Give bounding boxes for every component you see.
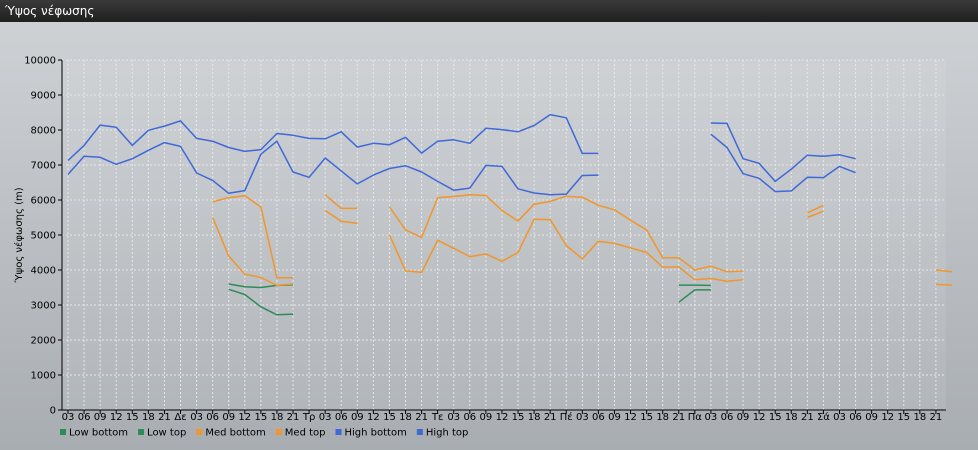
x-tick-label: 12 [624, 412, 637, 423]
y-tick-label: 6000 [31, 196, 56, 207]
x-tick-label: 09 [94, 412, 107, 423]
x-tick-label: 15 [383, 412, 396, 423]
legend-item: Med bottom [205, 428, 265, 439]
legend-marker [335, 429, 342, 435]
x-tick-label: 12 [753, 412, 766, 423]
y-tick-label: 0 [50, 406, 56, 417]
series-line-low-bottom [678, 289, 711, 303]
x-tick-label: 21 [415, 412, 428, 423]
x-tick-label: 09 [480, 412, 493, 423]
series-line-high-bottom [710, 133, 856, 193]
x-tick-label: 15 [640, 412, 653, 423]
y-tick-label: 8000 [31, 126, 56, 137]
x-tick-label: 15 [897, 412, 910, 423]
y-tick-label: 9000 [31, 91, 56, 102]
x-tick-label: 21 [287, 412, 300, 423]
x-tick-label: 03 [62, 412, 75, 423]
series-line-med-bottom [935, 283, 953, 286]
x-tick-label: 12 [238, 412, 251, 423]
x-tick-label: 18 [399, 412, 412, 423]
legend-item: Low bottom [69, 428, 128, 439]
series-line-med-top [212, 195, 293, 279]
x-tick-label: 09 [608, 412, 621, 423]
series-line-med-bottom [388, 218, 744, 282]
x-tick-label: 18 [656, 412, 669, 423]
x-tick-label: 06 [463, 412, 476, 423]
x-tick-label: 18 [785, 412, 798, 423]
legend-marker [416, 429, 423, 435]
x-tick-label: 09 [351, 412, 364, 423]
x-tick-label: 03 [833, 412, 846, 423]
legend-marker [138, 429, 145, 435]
window-titlebar: Ύψος νέφωσης [0, 0, 978, 22]
x-tick-label: 12 [881, 412, 894, 423]
series-line-med-top [324, 194, 358, 210]
x-tick-label: 03 [447, 412, 460, 423]
x-tick-label: 15 [255, 412, 268, 423]
x-tick-label: 06 [206, 412, 219, 423]
series-line-med-top [935, 269, 953, 273]
x-tick-label: Δε [174, 412, 186, 423]
x-tick-label: 06 [849, 412, 862, 423]
x-tick-label: 21 [158, 412, 171, 423]
x-tick-label: 03 [319, 412, 332, 423]
x-tick-label: 06 [721, 412, 734, 423]
y-tick-label: 4000 [31, 266, 56, 277]
x-tick-label: 21 [930, 412, 943, 423]
legend-item: High bottom [345, 428, 407, 439]
x-tick-label: Τρ [302, 412, 315, 423]
x-tick-label: Πέ [560, 411, 573, 423]
y-tick-label: 5000 [31, 231, 56, 242]
legend-item: High top [426, 428, 469, 439]
x-tick-label: 12 [496, 412, 509, 423]
series-line-high-top [67, 113, 599, 162]
x-tick-label: 21 [672, 412, 685, 423]
legend-item: Med top [285, 428, 326, 439]
x-tick-label: 15 [126, 412, 139, 423]
series-line-high-bottom [67, 140, 599, 196]
x-tick-label: 03 [576, 412, 589, 423]
x-tick-label: 18 [142, 412, 155, 423]
x-tick-label: 03 [190, 412, 203, 423]
x-tick-label: Τε [431, 412, 444, 423]
series-line-med-top [388, 194, 744, 273]
x-tick-label: 18 [528, 412, 541, 423]
x-tick-label: 18 [271, 412, 284, 423]
y-tick-label: 10000 [24, 56, 56, 67]
series-line-high-top [710, 122, 856, 183]
series-line-med-bottom [212, 217, 294, 287]
y-tick-label: 2000 [31, 336, 56, 347]
x-tick-label: 18 [913, 412, 926, 423]
x-tick-label: 03 [705, 412, 718, 423]
legend-marker [60, 429, 66, 435]
y-axis-label: Ύψος νέφωσης (m) [13, 187, 25, 283]
legend-item: Low top [147, 428, 186, 439]
window-title: Ύψος νέφωσης [5, 4, 95, 18]
x-tick-label: Πα [688, 412, 703, 423]
series-line-med-bottom [807, 210, 824, 219]
y-tick-label: 3000 [31, 301, 56, 312]
x-tick-label: 06 [78, 412, 91, 423]
legend-marker [275, 429, 282, 435]
x-tick-label: 21 [801, 412, 814, 423]
x-tick-label: Σά [817, 411, 830, 423]
series-line-med-top [806, 204, 824, 214]
y-tick-label: 7000 [31, 161, 56, 172]
x-tick-label: 15 [769, 412, 782, 423]
x-tick-label: 21 [544, 412, 557, 423]
x-tick-label: 12 [110, 412, 123, 423]
series-line-low-bottom [228, 288, 294, 316]
x-tick-label: 09 [737, 412, 750, 423]
x-tick-label: 09 [865, 412, 878, 423]
y-tick-label: 1000 [31, 371, 56, 382]
legend-marker [196, 429, 203, 435]
x-tick-label: 06 [335, 412, 348, 423]
x-tick-label: 06 [592, 412, 605, 423]
x-tick-label: 12 [367, 412, 380, 423]
x-tick-label: 09 [222, 412, 235, 423]
x-tick-label: 15 [512, 412, 525, 423]
series-line-med-bottom [324, 209, 358, 225]
